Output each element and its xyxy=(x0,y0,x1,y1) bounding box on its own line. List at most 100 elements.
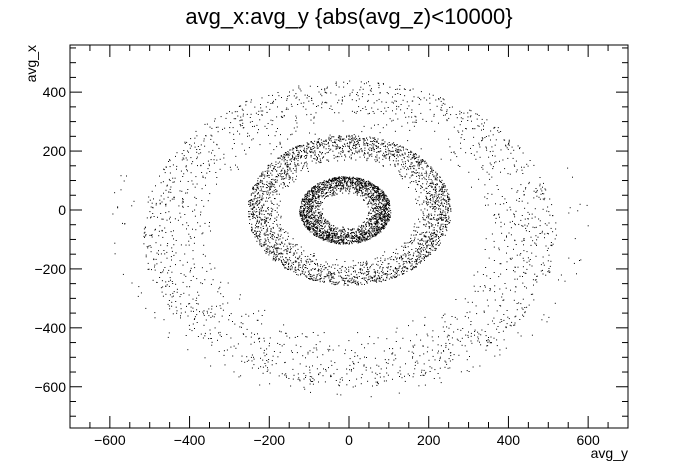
data-point xyxy=(320,272,322,274)
data-point xyxy=(332,235,334,237)
data-point xyxy=(337,181,339,183)
data-point xyxy=(341,188,343,190)
data-point xyxy=(271,183,273,185)
data-point xyxy=(376,229,378,231)
data-point xyxy=(318,217,319,219)
data-point xyxy=(311,223,313,224)
data-point xyxy=(301,211,303,213)
data-point xyxy=(312,187,314,189)
data-point xyxy=(294,267,296,269)
data-point xyxy=(308,258,310,260)
data-point xyxy=(333,283,335,285)
data-point xyxy=(415,250,417,252)
data-point xyxy=(267,168,269,170)
data-point xyxy=(313,214,315,216)
data-point xyxy=(430,234,432,236)
data-point xyxy=(399,257,401,258)
data-point xyxy=(373,199,375,201)
data-point xyxy=(260,243,262,245)
data-point xyxy=(292,156,294,158)
data-point xyxy=(315,230,317,232)
data-point xyxy=(300,207,301,209)
data-point xyxy=(363,185,365,187)
data-point xyxy=(442,219,444,221)
data-point xyxy=(421,238,423,240)
data-point xyxy=(446,120,448,122)
data-point xyxy=(309,222,311,224)
data-point xyxy=(290,158,292,160)
data-point xyxy=(339,381,341,383)
data-point xyxy=(348,271,350,273)
data-point xyxy=(434,203,436,205)
data-point xyxy=(282,182,284,183)
data-point xyxy=(356,147,358,149)
data-point xyxy=(365,188,367,190)
data-point xyxy=(338,137,340,139)
data-point xyxy=(373,222,375,224)
data-point xyxy=(378,157,380,159)
data-point xyxy=(314,152,316,154)
data-point xyxy=(342,150,344,151)
data-point xyxy=(434,179,436,181)
data-point xyxy=(264,221,266,223)
data-point xyxy=(351,278,353,280)
data-point xyxy=(277,225,279,227)
data-point xyxy=(374,139,376,141)
data-point xyxy=(277,162,279,164)
data-point xyxy=(314,154,316,156)
data-point xyxy=(255,202,257,204)
data-point xyxy=(402,269,404,271)
data-point xyxy=(314,226,316,228)
data-point xyxy=(270,214,272,216)
data-point xyxy=(448,203,450,205)
data-point xyxy=(381,142,383,144)
data-point xyxy=(342,240,344,242)
data-point xyxy=(399,145,401,147)
data-point xyxy=(304,199,305,200)
data-point xyxy=(430,253,432,255)
data-point xyxy=(319,142,321,144)
data-point xyxy=(381,194,383,196)
data-point xyxy=(410,166,412,168)
data-point xyxy=(378,232,380,234)
data-point xyxy=(352,179,354,181)
data-point xyxy=(352,177,354,179)
data-point xyxy=(280,256,282,258)
data-point xyxy=(415,172,417,174)
data-point xyxy=(324,280,325,282)
data-point xyxy=(313,215,315,217)
data-point xyxy=(332,237,334,239)
data-point xyxy=(414,239,415,241)
data-point xyxy=(381,227,383,229)
data-point xyxy=(326,233,327,235)
data-point xyxy=(376,145,377,147)
data-point xyxy=(336,144,338,146)
data-point xyxy=(311,211,312,213)
data-point xyxy=(328,233,330,235)
data-point xyxy=(303,201,304,202)
data-point xyxy=(328,182,330,183)
data-point xyxy=(348,229,350,231)
data-point xyxy=(309,279,311,280)
data-point xyxy=(310,149,312,151)
data-point xyxy=(278,258,280,259)
data-point xyxy=(412,156,414,158)
data-point xyxy=(419,165,420,167)
data-point xyxy=(380,231,382,233)
data-point xyxy=(286,185,288,187)
data-point xyxy=(324,184,326,185)
data-point xyxy=(289,182,290,184)
data-point xyxy=(354,240,356,242)
data-point xyxy=(348,193,350,195)
data-point xyxy=(311,214,312,216)
data-point xyxy=(289,251,291,253)
data-point xyxy=(331,180,333,182)
data-point xyxy=(370,196,372,197)
data-point xyxy=(368,219,370,221)
data-point xyxy=(335,148,337,150)
data-point xyxy=(266,229,268,231)
data-point xyxy=(372,218,374,220)
data-point xyxy=(268,197,270,199)
data-point xyxy=(283,158,285,160)
data-point xyxy=(353,182,354,184)
